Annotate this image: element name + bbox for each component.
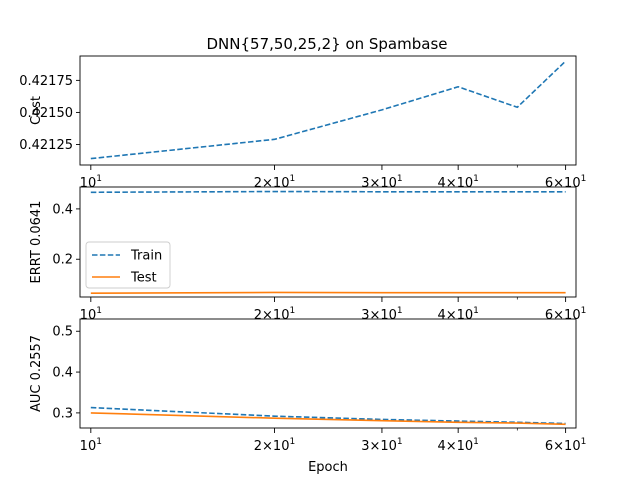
y-tick-label: 0.5 [52,325,73,340]
panel-3: 0.3 0.4 0.5 AUC 0.2557 101 2×101 3×101 4×101 6×1… [29,318,586,475]
series-line-train [90,190,566,194]
series-line-test [90,412,566,426]
legend-label-test: Test [130,271,157,286]
axes-frame [79,55,577,166]
y-axis-label: AUC 0.2557 [29,335,44,412]
series-line-train [90,406,566,425]
y-tick-label: 0.4 [52,202,73,217]
x-tick-label: 2×101 [254,437,295,454]
x-axis-label: Epoch [308,460,348,475]
y-axis-label: Cost [29,96,44,125]
x-tick-label: 3×101 [361,306,402,323]
x-tick-label: 2×101 [254,174,295,191]
series-line-train [90,60,567,160]
x-tick-label: 4×101 [437,306,478,323]
x-tick-label: 4×101 [437,437,478,454]
y-axis-label: ERRT 0.0641 [29,201,44,284]
legend: Train Test [85,241,171,289]
axes-frame [79,318,577,429]
x-tick-label: 4×101 [437,174,478,191]
x-tick-label: 6×101 [545,306,586,323]
panel-1: 0.42125 0.42150 0.42175 Cost 101 2×101 3×101 4×… [19,55,586,191]
x-tick-label: 101 [80,437,102,454]
x-tick-label: 3×101 [361,174,402,191]
y-tick-label: 0.4 [52,366,73,381]
panel-2: 0.2 0.4 ERRT 0.0641 101 2×101 3×101 4×101 6×101… [29,186,586,323]
legend-label-train: Train [130,249,162,264]
x-tick-label: 6×101 [545,437,586,454]
x-tick-label: 101 [80,174,102,191]
y-tick-label: 0.42150 [19,106,73,121]
y-tick-label: 0.42175 [19,74,73,89]
x-tick-label: 6×101 [545,174,586,191]
y-tick-label: 0.3 [52,406,73,421]
x-tick-label: 3×101 [361,437,402,454]
chart-title: DNN{57,50,25,2} on Spambase [206,35,447,53]
y-tick-label: 0.2 [52,253,73,268]
x-tick-label: 2×101 [254,306,295,323]
x-tick-label: 101 [80,306,102,323]
axes-frame [79,186,577,298]
y-tick-label: 0.42125 [19,138,73,153]
series-line-test [90,291,566,295]
